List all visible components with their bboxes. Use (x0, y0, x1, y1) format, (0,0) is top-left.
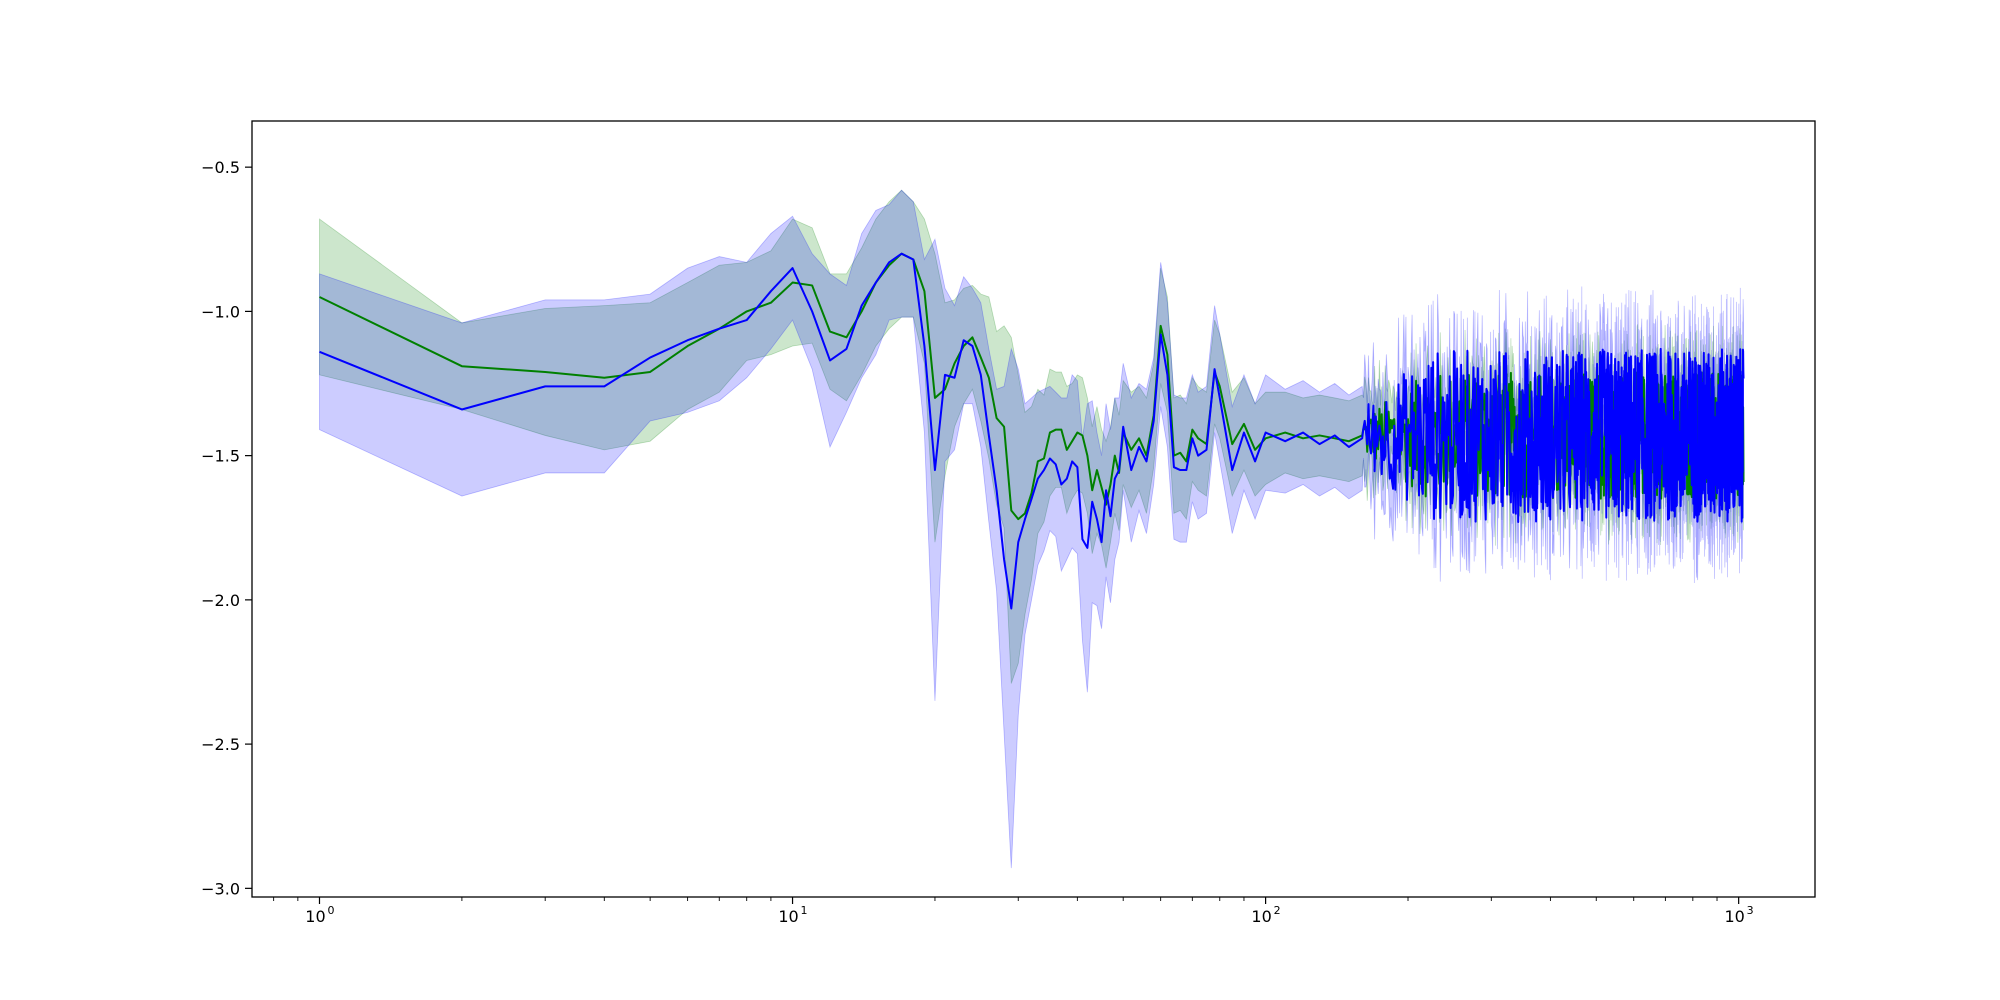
x-tick-exponent: 2 (1274, 904, 1281, 917)
y-tick-label: −2.5 (201, 735, 240, 754)
x-tick-exponent: 3 (1747, 904, 1754, 917)
y-tick-label: −2.0 (201, 591, 240, 610)
x-tick-exponent: 1 (801, 904, 808, 917)
y-tick-label: −1.5 (201, 447, 240, 466)
plot-background (252, 121, 1815, 897)
x-tick-label: 10 (778, 907, 798, 926)
x-tick-exponent: 0 (327, 904, 334, 917)
y-axis: −0.5 −1.0 −1.5 −2.0 −2.5 −3.0 (201, 158, 252, 898)
y-tick-label: −1.0 (201, 302, 240, 321)
plot-frame (251, 120, 1816, 898)
y-tick-label: −0.5 (201, 158, 240, 177)
series-2-line (319, 252, 1745, 610)
x-tick-label: 10 (1724, 907, 1744, 926)
y-tick-label: −3.0 (201, 879, 240, 898)
x-tick-label: 10 (305, 907, 325, 926)
x-tick-label: 10 (1251, 907, 1271, 926)
x-axis: 10 0 10 1 10 2 10 3 (273, 897, 1754, 926)
series-lines (319, 252, 1745, 610)
